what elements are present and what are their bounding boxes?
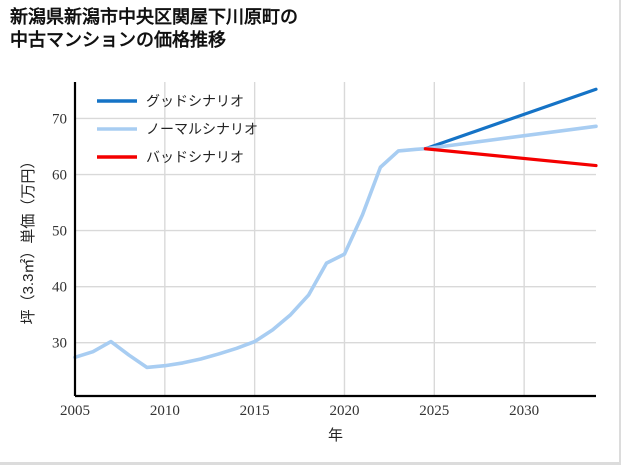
plot-area xyxy=(75,82,596,396)
x-axis-title: 年 xyxy=(328,427,343,444)
y-tick-label: 60 xyxy=(52,168,67,184)
series-line xyxy=(423,87,598,151)
legend-label: ノーマルシナリオ xyxy=(146,121,258,137)
legend-label: グッドシナリオ xyxy=(146,93,244,109)
x-tick-label: 2030 xyxy=(509,403,539,419)
legend-label: バッドシナリオ xyxy=(146,149,244,165)
x-tick-label: 2015 xyxy=(240,403,270,419)
y-tick-label: 40 xyxy=(52,280,67,296)
x-tick-label: 2005 xyxy=(60,403,90,419)
y-axis-title: 坪（3.3㎡）単価（万円） xyxy=(20,154,37,325)
series-line xyxy=(423,147,598,168)
series-line xyxy=(73,124,598,370)
y-axis-title-group: 坪（3.3㎡）単価（万円） xyxy=(20,154,37,325)
y-tick-label: 70 xyxy=(52,111,67,127)
page-title: 新潟県新潟市中央区関屋下川原町の 中古マンションの価格推移 xyxy=(10,7,298,51)
y-tick-label: 30 xyxy=(52,336,67,352)
y-tick-label: 50 xyxy=(52,224,67,240)
x-tick-label: 2020 xyxy=(329,403,359,419)
x-tick-label: 2010 xyxy=(150,403,180,419)
x-tick-label: 2025 xyxy=(419,403,449,419)
